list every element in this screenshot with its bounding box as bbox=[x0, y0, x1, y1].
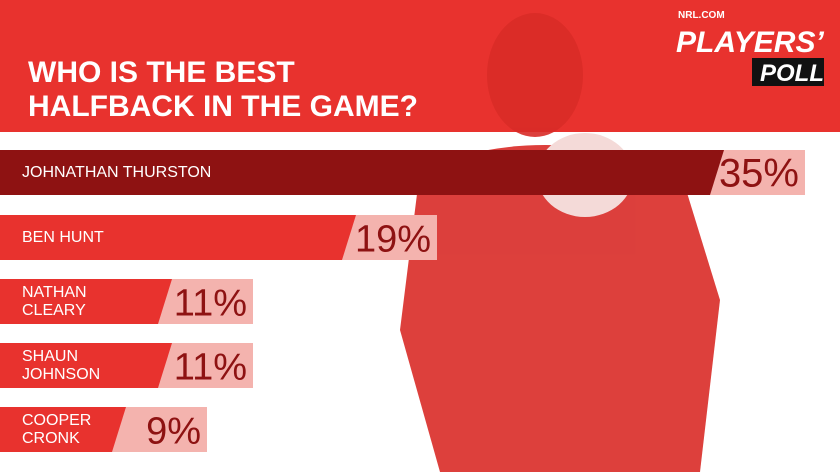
value-label: 35% bbox=[719, 152, 799, 196]
header-band bbox=[0, 0, 840, 132]
value-label: 11% bbox=[174, 347, 247, 389]
value-label: 11% bbox=[174, 283, 247, 325]
category-label: SHAUN JOHNSON bbox=[22, 347, 101, 383]
value-label-box bbox=[112, 407, 207, 452]
category-label: BEN HUNT bbox=[22, 228, 104, 246]
value-label-box bbox=[158, 343, 253, 388]
category-label: COOPER CRONK bbox=[22, 411, 92, 447]
chart-title: WHO IS THE BEST HALFBACK IN THE GAME? bbox=[28, 56, 418, 123]
brand: NRL.COM bbox=[678, 10, 725, 21]
category-label: NATHAN CLEARY bbox=[22, 283, 87, 319]
category-label: JOHNATHAN THURSTON bbox=[22, 163, 212, 181]
value-label: 19% bbox=[355, 219, 431, 261]
logo-title: PLAYERS’ bbox=[676, 26, 824, 59]
value-label-box bbox=[158, 279, 253, 324]
bar bbox=[0, 150, 805, 195]
logo-subtitle: POLL bbox=[760, 60, 824, 87]
value-label-box bbox=[342, 215, 437, 260]
value-label-box bbox=[710, 150, 805, 195]
value-label: 9% bbox=[146, 411, 201, 453]
logo-box bbox=[752, 58, 824, 86]
